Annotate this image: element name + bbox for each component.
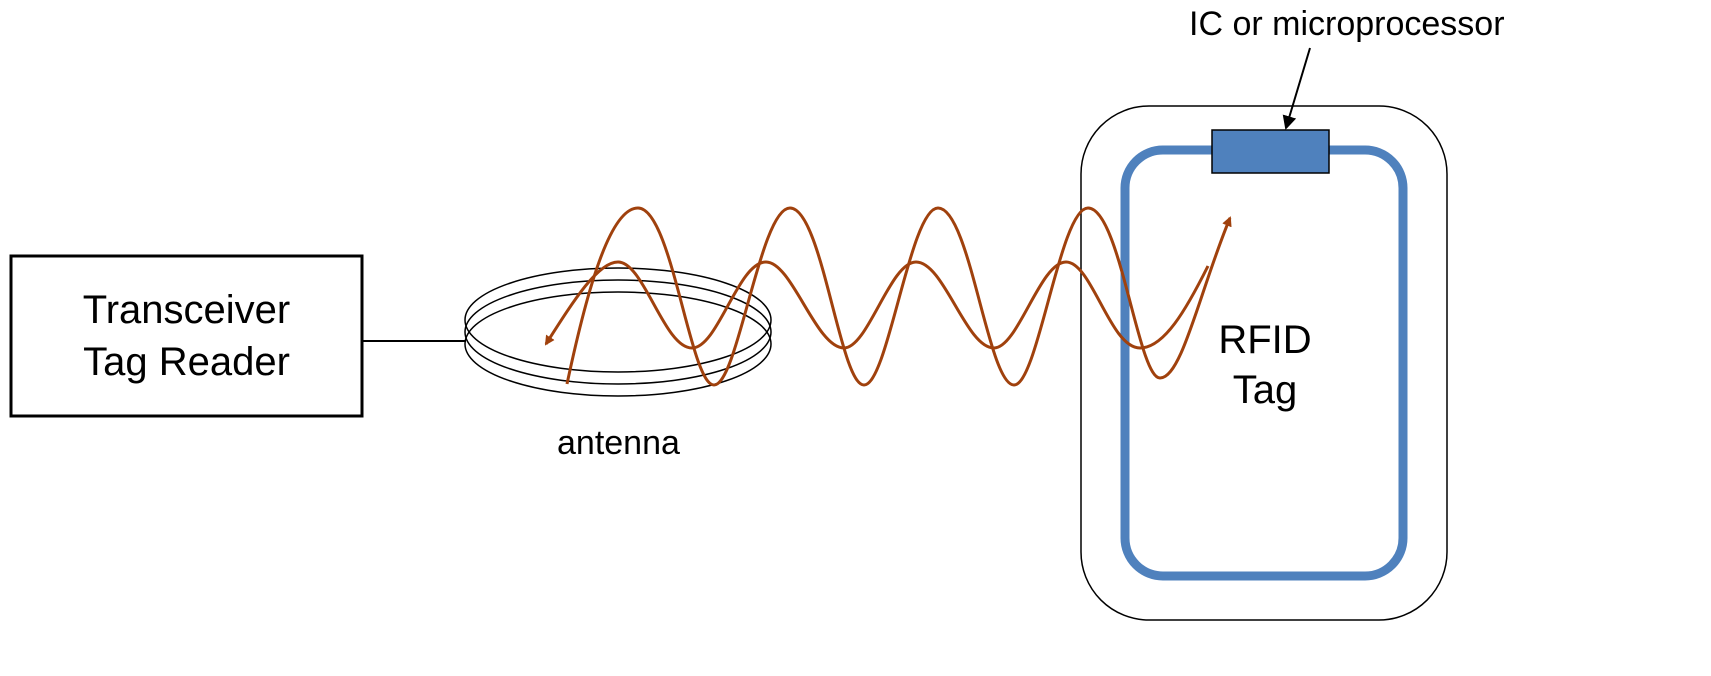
- tag-line-1: RFID: [1218, 318, 1312, 362]
- wave-reader-to-tag: [565, 206, 1232, 387]
- transceiver-line-1: Transceiver: [82, 288, 291, 332]
- ic-pointer-arrow: [1282, 47, 1311, 130]
- tag-line-2: Tag: [1232, 368, 1298, 412]
- wave-tag-to-reader: [544, 260, 1210, 350]
- transceiver-line-2: Tag Reader: [83, 340, 290, 384]
- rfid-tag-label: RFID Tag: [1200, 315, 1330, 415]
- rfid-tag-card: [1080, 105, 1448, 621]
- ic-label: IC or microprocessor: [1189, 5, 1505, 43]
- antenna-label: antenna: [557, 424, 680, 462]
- transceiver-box: [9, 254, 364, 418]
- ic-chip: [1211, 129, 1330, 174]
- antenna-coil: [464, 267, 772, 397]
- transceiver-label: Transceiver Tag Reader: [12, 257, 361, 415]
